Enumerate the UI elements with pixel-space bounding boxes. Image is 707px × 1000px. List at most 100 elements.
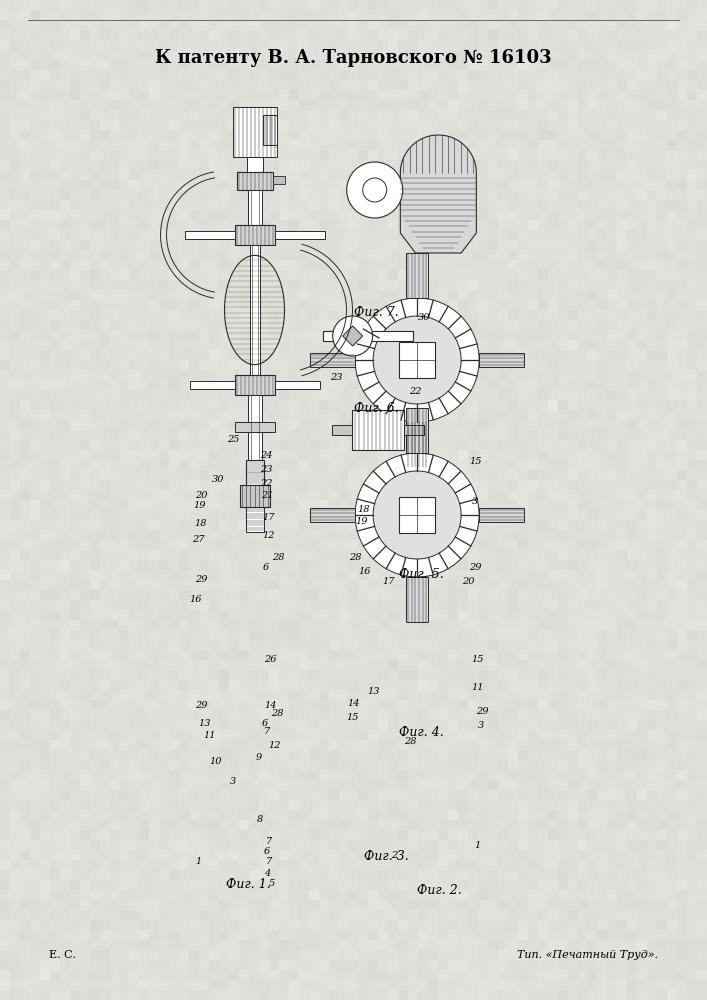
- Text: 11: 11: [203, 730, 216, 740]
- Text: 3: 3: [472, 497, 478, 506]
- Bar: [406, 577, 428, 622]
- Text: 12: 12: [262, 530, 275, 540]
- Text: 16: 16: [358, 568, 370, 576]
- Circle shape: [363, 178, 387, 202]
- Bar: [332, 425, 352, 435]
- Text: 3: 3: [230, 778, 236, 786]
- Bar: [479, 508, 524, 522]
- Text: 17: 17: [382, 578, 395, 586]
- Text: 13: 13: [367, 688, 380, 696]
- Text: 7: 7: [267, 857, 272, 866]
- Text: 15: 15: [469, 458, 481, 466]
- Text: 29: 29: [195, 576, 208, 584]
- Text: 27: 27: [192, 536, 204, 544]
- Bar: [404, 425, 424, 435]
- Bar: [272, 176, 284, 184]
- Text: 29: 29: [476, 708, 489, 716]
- Bar: [247, 157, 262, 172]
- Text: 24: 24: [259, 450, 272, 460]
- Text: 13: 13: [199, 718, 211, 728]
- Text: 28: 28: [349, 554, 362, 562]
- Bar: [235, 422, 274, 432]
- Text: 19: 19: [193, 502, 206, 510]
- Circle shape: [373, 471, 461, 559]
- Text: 17: 17: [262, 514, 275, 522]
- Text: 29: 29: [469, 564, 481, 572]
- Text: Фиг. 4.: Фиг. 4.: [399, 726, 444, 740]
- Polygon shape: [343, 326, 363, 346]
- Text: 18: 18: [357, 506, 370, 514]
- Bar: [189, 381, 235, 389]
- Bar: [240, 485, 269, 507]
- Text: 19: 19: [356, 518, 368, 526]
- Circle shape: [346, 162, 403, 218]
- Text: Фиг. 5.: Фиг. 5.: [399, 568, 444, 582]
- Text: 1: 1: [474, 840, 480, 850]
- Bar: [352, 410, 404, 450]
- Text: 11: 11: [472, 684, 484, 692]
- Text: 26: 26: [264, 656, 277, 664]
- Bar: [406, 422, 428, 467]
- Bar: [235, 375, 274, 395]
- Text: 7: 7: [267, 836, 272, 846]
- Bar: [274, 381, 320, 389]
- Text: Фиг. 7.: Фиг. 7.: [354, 306, 398, 318]
- Circle shape: [373, 316, 461, 404]
- Text: Фиг. 6.: Фиг. 6.: [354, 401, 398, 414]
- Text: Е. С.: Е. С.: [49, 950, 76, 960]
- Text: 14: 14: [264, 702, 276, 710]
- Text: 22: 22: [259, 480, 272, 488]
- Text: 18: 18: [194, 520, 206, 528]
- Text: Тип. «Печатный Труд».: Тип. «Печатный Труд».: [517, 950, 658, 960]
- Bar: [399, 497, 435, 533]
- Bar: [262, 115, 276, 145]
- Text: 15: 15: [472, 656, 484, 664]
- Polygon shape: [400, 135, 477, 253]
- Text: 30: 30: [418, 314, 431, 322]
- Text: 1: 1: [195, 857, 201, 866]
- Text: Фиг. 2.: Фиг. 2.: [417, 884, 462, 896]
- Text: 6: 6: [263, 564, 269, 572]
- Text: 8: 8: [257, 816, 263, 824]
- Text: К патенту В. А. Тарновского № 16103: К патенту В. А. Тарновского № 16103: [156, 49, 551, 67]
- Text: 30: 30: [211, 476, 224, 485]
- Text: 29: 29: [195, 702, 208, 710]
- Text: 23: 23: [329, 373, 342, 382]
- Text: 7: 7: [264, 728, 270, 736]
- Bar: [274, 231, 325, 239]
- Text: 22: 22: [409, 387, 422, 396]
- Text: 10: 10: [209, 758, 222, 766]
- Bar: [233, 107, 276, 157]
- Text: 9: 9: [256, 754, 262, 762]
- Circle shape: [355, 298, 479, 422]
- Bar: [235, 225, 274, 245]
- Text: 12: 12: [268, 740, 281, 750]
- Bar: [310, 353, 355, 367]
- Bar: [399, 342, 435, 378]
- Bar: [406, 408, 428, 453]
- Text: 15: 15: [346, 714, 358, 722]
- Text: 4: 4: [264, 868, 270, 878]
- Text: 6: 6: [264, 848, 270, 856]
- Text: 25: 25: [227, 436, 240, 444]
- Bar: [245, 507, 264, 532]
- Text: 21: 21: [261, 491, 274, 500]
- Text: Фиг. 1.: Фиг. 1.: [226, 879, 271, 892]
- Circle shape: [355, 453, 479, 577]
- Text: 20: 20: [195, 490, 208, 499]
- Bar: [185, 231, 235, 239]
- Bar: [237, 172, 272, 190]
- Bar: [245, 460, 264, 485]
- Text: 28: 28: [271, 710, 284, 718]
- Text: 28: 28: [404, 736, 416, 746]
- Text: 16: 16: [189, 595, 201, 604]
- Text: 28: 28: [272, 554, 285, 562]
- Text: 20: 20: [462, 578, 474, 586]
- Text: 3: 3: [478, 720, 484, 730]
- Circle shape: [332, 316, 373, 356]
- Bar: [310, 508, 355, 522]
- Bar: [247, 395, 262, 460]
- Bar: [247, 190, 262, 225]
- Bar: [406, 253, 428, 298]
- Bar: [479, 353, 524, 367]
